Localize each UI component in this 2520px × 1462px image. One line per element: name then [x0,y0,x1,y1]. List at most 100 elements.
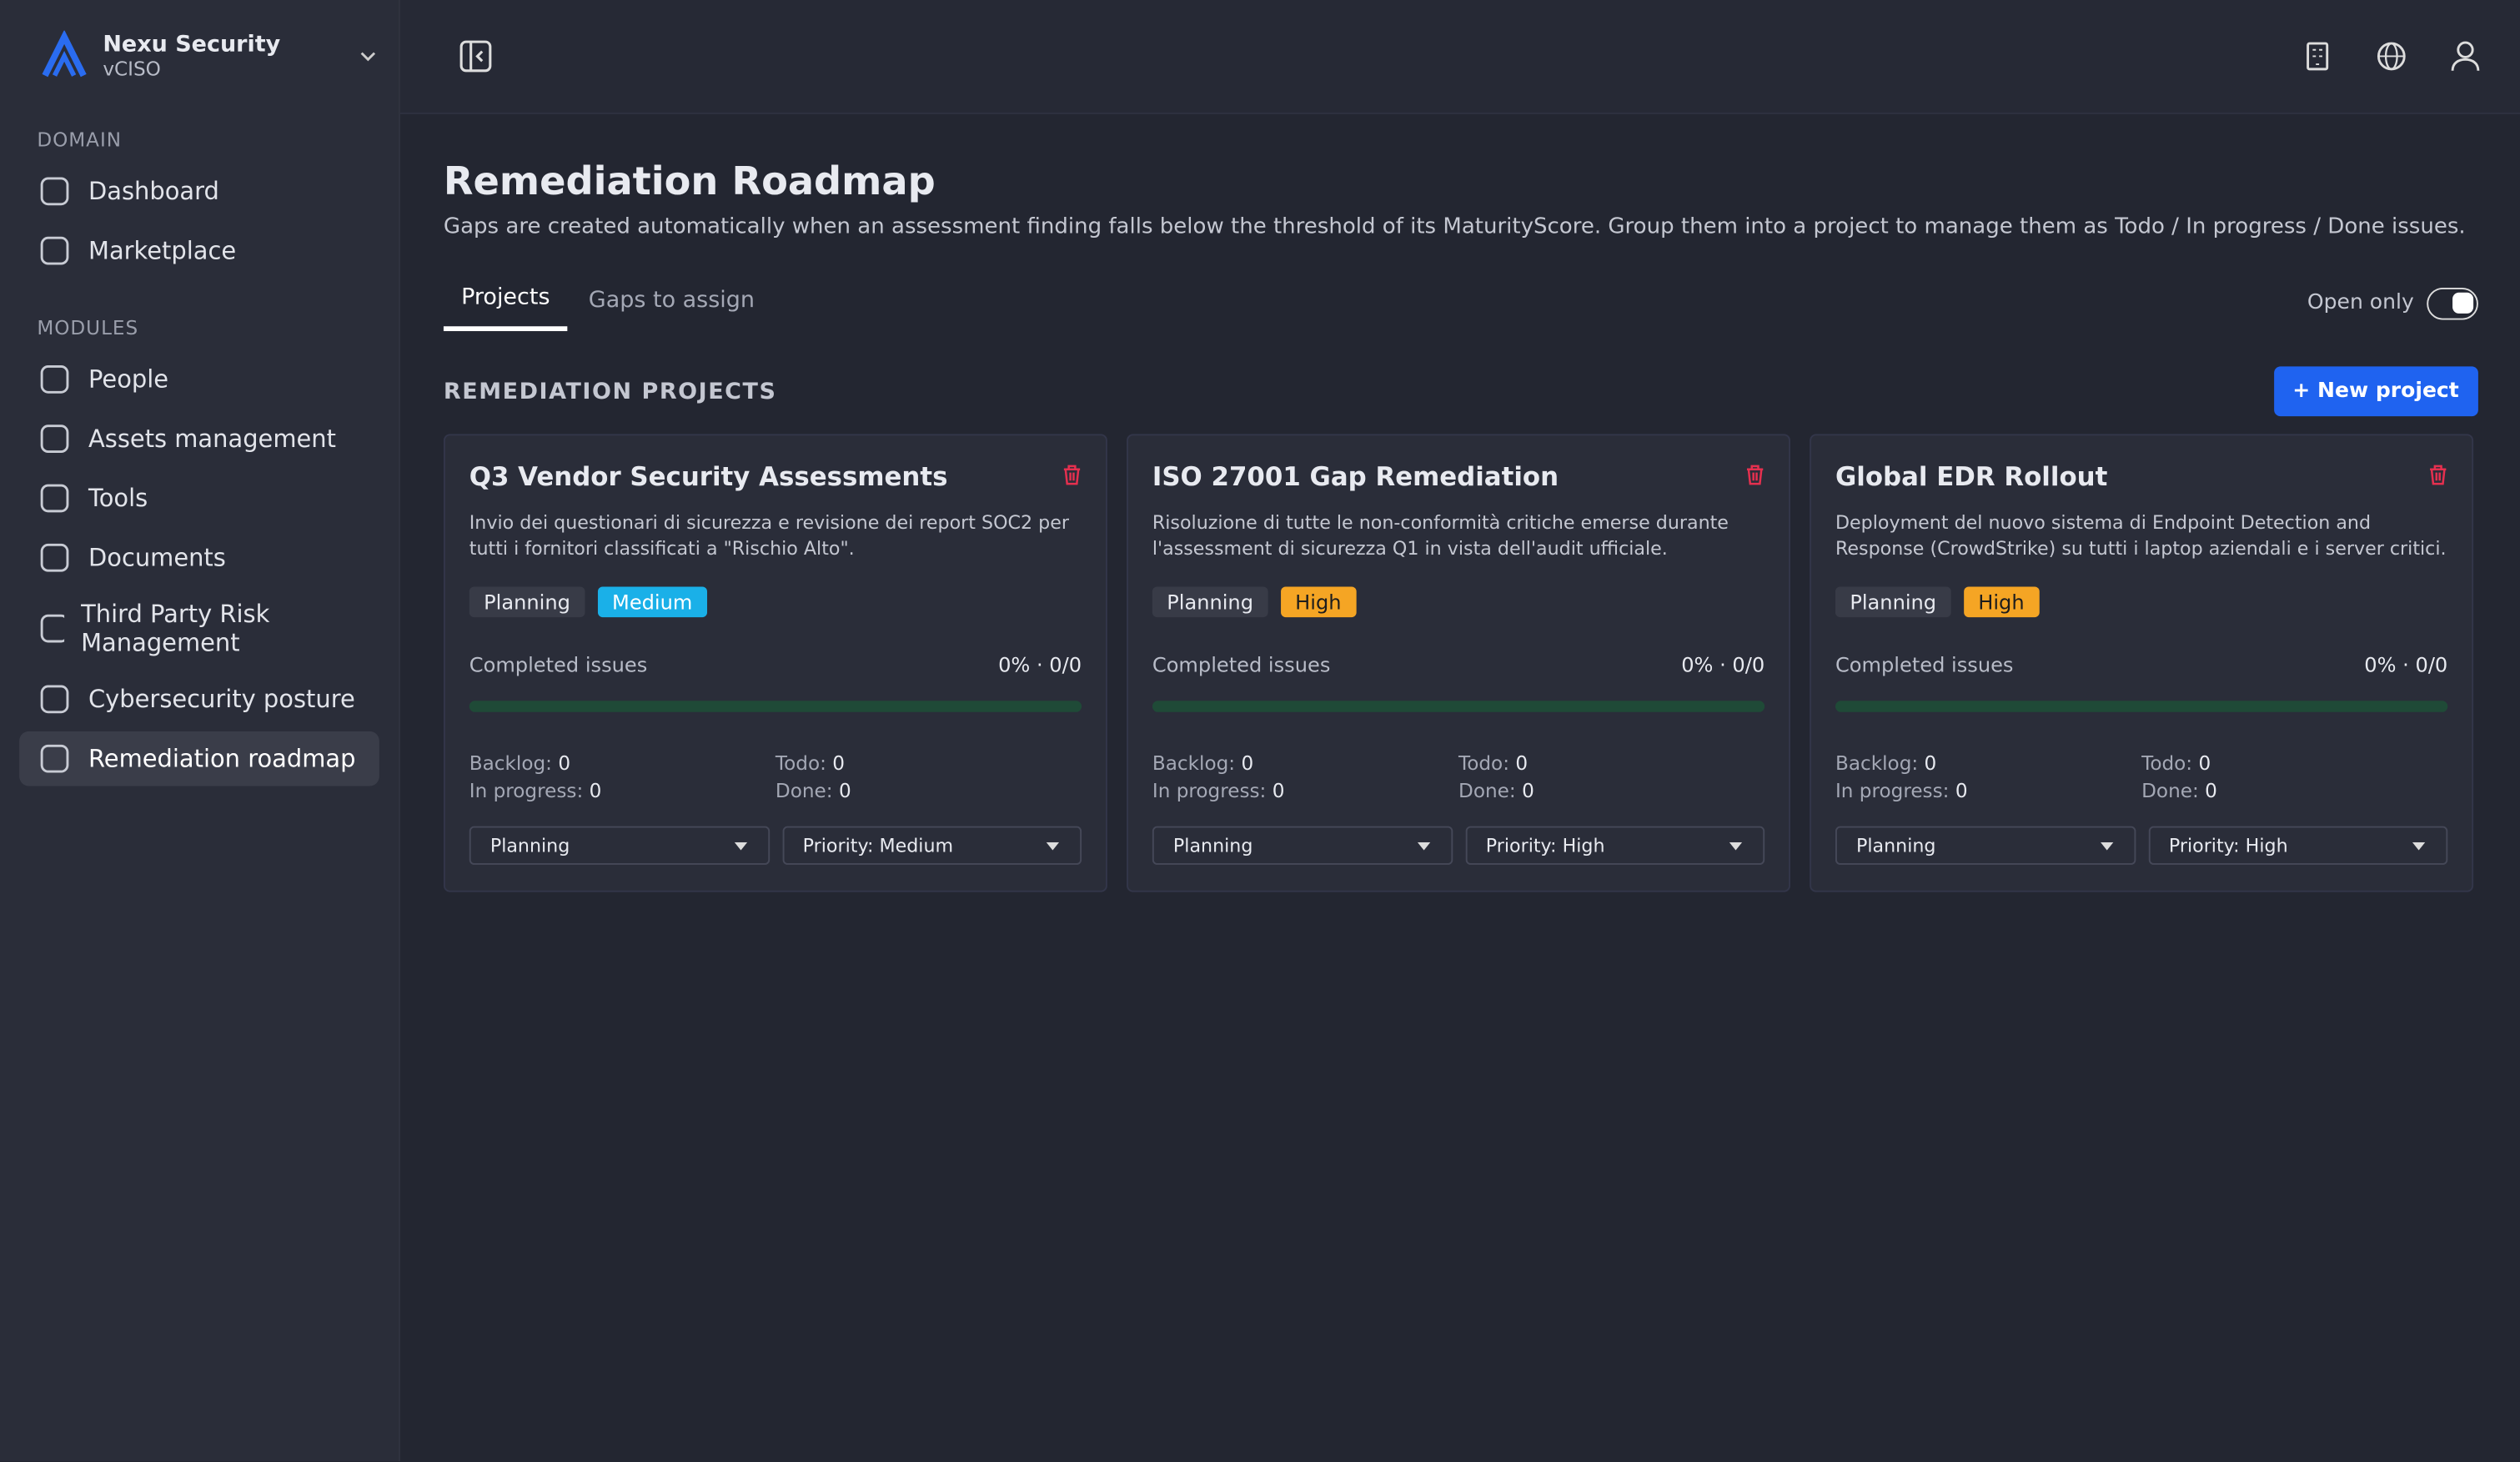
progress-bar [469,701,1082,712]
stat-label: Todo: [2141,751,2193,775]
badges: Planning Medium [469,586,1082,618]
selects: Planning Priority: High [1835,826,2448,865]
nav-icon [40,236,69,265]
select-arrow [732,834,748,857]
caret [2412,842,2426,851]
tab[interactable]: Projects [443,275,568,332]
user-button[interactable] [2449,40,2482,73]
sidebar: Nexu Security vCISO DOMAIN Dashboard Market… [0,0,400,1461]
stat-value: 0 [1272,779,1285,802]
caret [1729,842,1743,851]
org-role: vCISO [103,58,161,81]
org-switcher[interactable]: Nexu Security vCISO [19,0,379,113]
delete-button[interactable] [2428,461,2447,492]
nav-item[interactable]: Marketplace [19,224,379,279]
nav-label: Tools [88,484,148,513]
select-arrow [1415,834,1431,857]
switch-knob [2452,291,2474,313]
project-cards: Q3 Vendor Security Assessments Invio dei … [443,434,2478,892]
nav-icon [40,177,69,206]
nav-label: Third Party Risk Management [81,599,270,658]
stat: Todo: 0 [2141,752,2447,775]
chevron [360,52,376,62]
selects: Planning Priority: High [1152,826,1765,865]
nav-item[interactable]: Tools [19,471,379,526]
button-label: New project [2317,379,2459,404]
open-only-toggle[interactable]: Open only [2307,287,2478,319]
toggle-label: Open only [2307,290,2414,315]
card-description: Risoluzione di tutte le non-conformità c… [1152,510,1729,560]
tab[interactable]: Gaps to assign [588,287,755,313]
stat: Done: 0 [1458,780,1765,802]
card-header: Q3 Vendor Security Assessments [469,461,1082,492]
select[interactable]: Priority: High [2147,826,2448,865]
stat: Todo: 0 [1458,752,1765,775]
topbar [399,0,2520,114]
nav-item[interactable]: Documents [19,530,379,585]
switch[interactable] [2427,287,2478,319]
nav-icon [40,484,69,513]
select-arrow [1728,834,1744,857]
stats: Backlog: 0 Todo: 0 In progress: 0 Done: 0 [1152,752,1765,802]
select-arrow [1045,834,1061,857]
nav-item[interactable]: Dashboard [19,164,379,219]
page-subtitle: Gaps are created automatically when an a… [443,214,2466,240]
collapse-button[interactable] [458,38,493,73]
caret [1046,842,1060,851]
card-description: Invio dei questionari di sicurezza e rev… [469,510,1069,560]
org-button[interactable] [2302,40,2334,73]
stats: Backlog: 0 Todo: 0 In progress: 0 Done: 0 [1835,752,2447,802]
nav-icon [40,614,65,643]
select[interactable]: Planning [1835,826,2136,865]
selects: Planning Priority: Medium [469,826,1082,865]
delete-button[interactable] [1745,461,1765,492]
stat: In progress: 0 [469,780,776,802]
progress-bar [1835,701,2448,712]
trash-icon [2430,465,2447,485]
nav-item[interactable]: Cybersecurity posture [19,672,379,727]
stat-value: 0 [832,751,846,775]
stat-value: 0 [1522,779,1534,802]
select-arrow [2098,834,2114,857]
priority-badge: Medium [597,586,707,618]
card-header: Global EDR Rollout [1835,461,2447,492]
nav-item[interactable]: People [19,352,379,407]
select-arrow [2411,834,2427,857]
select[interactable]: Priority: Medium [781,826,1082,865]
nav-label: Remediation roadmap [88,744,356,774]
select[interactable]: Planning [1152,826,1453,865]
stat: Backlog: 0 [1835,752,2141,775]
main: Remediation Roadmap Gaps are created aut… [399,0,2520,1461]
stat-label: Done: [775,779,833,802]
top-actions [2302,40,2482,73]
trash-icon [1063,465,1081,485]
stat-value: 0 [589,779,602,802]
nav-label: Documents [88,543,226,573]
section-heading: MODULES [37,316,139,339]
select[interactable]: Planning [469,826,770,865]
select[interactable]: Priority: High [1464,826,1765,865]
nav-label: Assets management [88,424,336,454]
card-description: Deployment del nuovo sistema di Endpoint… [1835,510,2447,560]
nav-icon [40,364,69,394]
tabs: Projects Gaps to assign Open only [443,275,2478,332]
select-value: Planning [1856,834,1936,857]
caret [2100,842,2113,851]
progress-value: 0% · 0/0 [2364,652,2448,677]
nav-item[interactable]: Remediation roadmap [19,731,379,786]
stat: In progress: 0 [1152,780,1458,802]
stat-label: In progress: [469,779,584,802]
new-project-button[interactable]: + New project [2273,366,2478,417]
language-button[interactable] [2376,40,2408,73]
stat-value: 0 [2198,751,2211,775]
delete-button[interactable] [1062,461,1082,492]
nav-item[interactable]: Third Party Risk Management [19,590,379,667]
nav-item[interactable]: Assets management [19,411,379,466]
stat: In progress: 0 [1835,780,2141,802]
nav: DOMAIN Dashboard Marketplace MODULES People A… [19,113,379,786]
stat-value: 0 [838,779,851,802]
logo [42,30,87,78]
nav-icon [40,543,69,572]
